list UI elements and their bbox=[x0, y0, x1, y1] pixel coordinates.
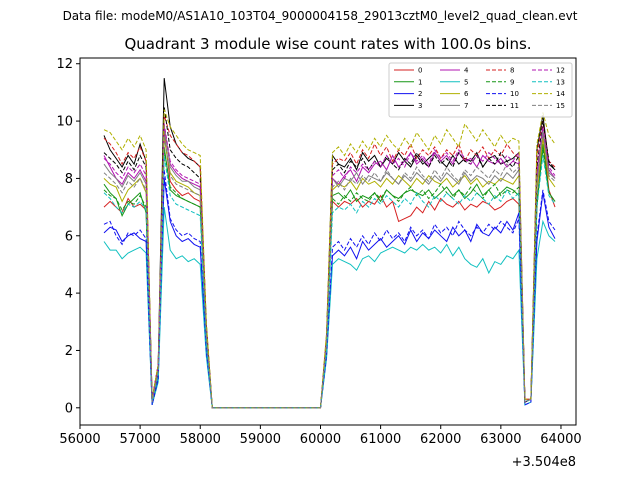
legend-label-13: 13 bbox=[556, 78, 565, 86]
x-tick-label: 60000 bbox=[300, 432, 341, 447]
legend-label-7: 7 bbox=[464, 102, 468, 110]
ticks-layer: 56000 57000 58000 59000 60000 61000 62000 63000… bbox=[56, 57, 581, 447]
legend-label-10: 10 bbox=[510, 90, 519, 98]
x-offset-label: +3.504e8 bbox=[512, 455, 576, 470]
y-tick-label: 0 bbox=[65, 401, 73, 416]
x-tick-label: 56000 bbox=[59, 432, 100, 447]
suptitle: Data file: modeM0/AS1A10_103T04_90000041… bbox=[63, 9, 578, 23]
chart-title: Quadrant 3 module wise count rates with … bbox=[124, 35, 531, 53]
series-line-15 bbox=[103, 132, 556, 409]
legend-label-0: 0 bbox=[418, 67, 422, 75]
x-tick-label: 63000 bbox=[480, 432, 521, 447]
legend-label-9: 9 bbox=[510, 78, 514, 86]
legend-label-8: 8 bbox=[510, 67, 514, 75]
legend-label-15: 15 bbox=[556, 102, 565, 110]
y-tick-label: 12 bbox=[56, 57, 73, 72]
legend-label-5: 5 bbox=[464, 78, 468, 86]
x-tick-label: 62000 bbox=[420, 432, 461, 447]
legend-label-14: 14 bbox=[556, 90, 565, 98]
legend-label-6: 6 bbox=[464, 90, 469, 98]
series-line-11 bbox=[103, 106, 556, 409]
legend-label-3: 3 bbox=[418, 102, 422, 110]
series-layer bbox=[103, 78, 556, 409]
legend-box bbox=[388, 62, 573, 118]
legend-label-4: 4 bbox=[464, 67, 469, 75]
plot-frame bbox=[79, 57, 577, 426]
x-tick-label: 59000 bbox=[240, 432, 281, 447]
series-line-13 bbox=[103, 155, 556, 409]
legend-label-2: 2 bbox=[418, 90, 422, 98]
y-tick-label: 10 bbox=[56, 115, 73, 130]
y-tick-label: 8 bbox=[65, 172, 73, 187]
legend-label-11: 11 bbox=[510, 102, 519, 110]
x-tick-label: 61000 bbox=[360, 432, 401, 447]
x-tick-label: 64000 bbox=[540, 432, 581, 447]
series-line-5 bbox=[103, 207, 556, 409]
y-tick-label: 2 bbox=[65, 344, 73, 359]
legend-label-1: 1 bbox=[418, 78, 422, 86]
legend-label-12: 12 bbox=[556, 67, 565, 75]
y-tick-label: 4 bbox=[65, 287, 73, 302]
x-tick-label: 58000 bbox=[180, 432, 221, 447]
series-line-14 bbox=[103, 109, 556, 409]
y-tick-label: 6 bbox=[65, 229, 73, 244]
x-tick-label: 57000 bbox=[119, 432, 160, 447]
